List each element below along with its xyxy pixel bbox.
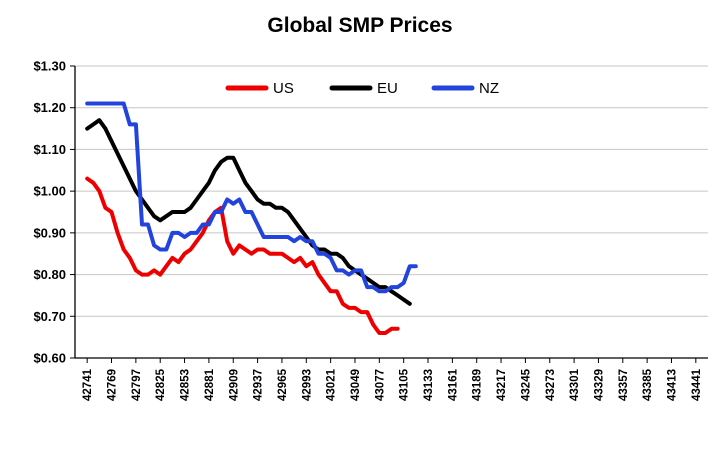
y-axis-label: $1.30 [33, 59, 66, 74]
y-axis-label: $1.00 [33, 184, 66, 199]
y-axis-label: $0.60 [33, 351, 66, 366]
x-axis-label: 43413 [666, 369, 678, 401]
x-axis-label: 43049 [350, 369, 362, 401]
y-axis-label: $1.10 [33, 142, 66, 157]
x-axis-label: 42937 [253, 369, 265, 401]
series-line-us [85, 176, 400, 335]
x-axis-label: 42741 [82, 368, 94, 401]
x-axis-label: 43273 [545, 369, 557, 401]
y-axis-label: $0.70 [33, 309, 66, 324]
x-axis-label: 42881 [204, 368, 216, 401]
x-axis-label: 43441 [691, 368, 703, 401]
x-axis-label: 42909 [228, 369, 240, 401]
x-axis-label: 42993 [301, 369, 313, 401]
x-axis-label: 42769 [107, 369, 119, 401]
x-axis-label: 43301 [569, 368, 581, 401]
x-axis-label: 43161 [447, 368, 459, 401]
y-axis-label: $1.20 [33, 100, 66, 115]
x-axis-label: 42965 [277, 368, 289, 401]
legend-label-us: US [273, 80, 294, 97]
x-axis-label: 42825 [155, 368, 167, 401]
x-axis-label: 43021 [326, 368, 338, 401]
x-axis-label: 43105 [399, 368, 411, 401]
x-axis-label: 43189 [472, 369, 484, 401]
x-axis-label: 43357 [618, 369, 630, 401]
x-axis-label: 42797 [131, 369, 143, 401]
y-axis-label: $0.80 [33, 267, 66, 282]
y-axis-label: $0.90 [33, 225, 66, 240]
x-axis-label: 42853 [180, 369, 192, 401]
legend-label-nz: NZ [479, 80, 499, 97]
x-axis-label: 43133 [423, 369, 435, 401]
chart-title: Global SMP Prices [267, 14, 453, 37]
series-line-nz [85, 101, 418, 294]
x-axis-label: 43385 [642, 368, 654, 401]
x-axis-label: 43245 [520, 368, 532, 401]
legend-label-eu: EU [377, 80, 398, 97]
x-axis-label: 43077 [374, 369, 386, 401]
x-axis-label: 43329 [593, 369, 605, 401]
x-axis-label: 43217 [496, 369, 508, 401]
